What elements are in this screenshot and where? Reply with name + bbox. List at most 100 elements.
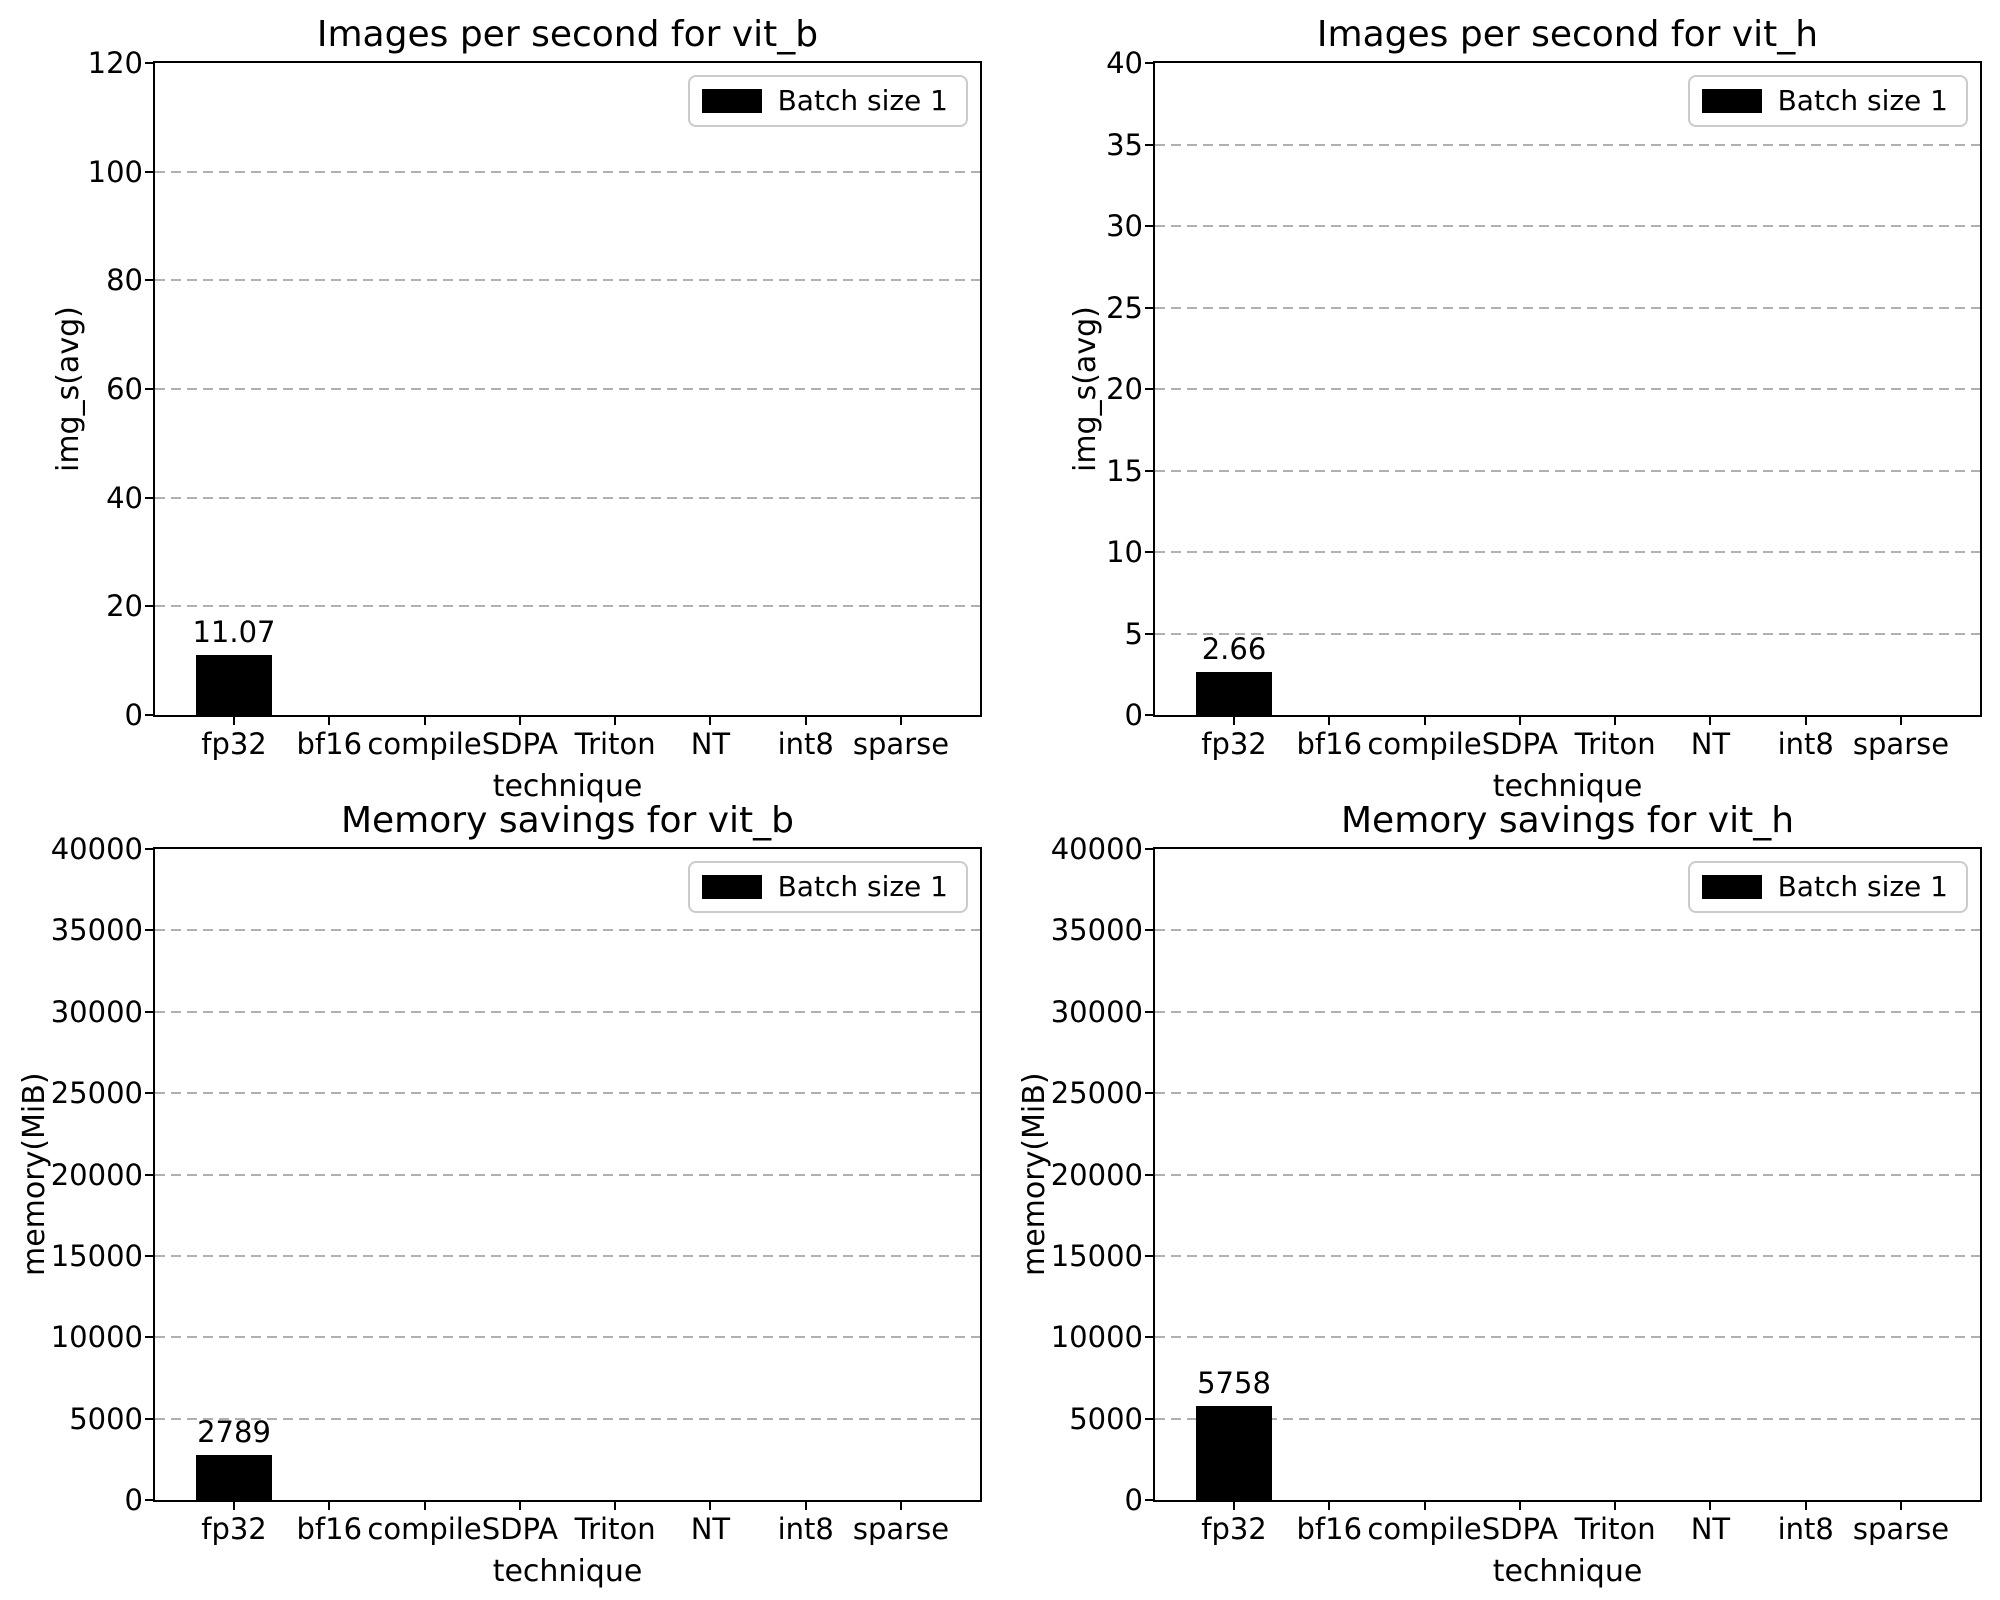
y-tick-100 (145, 170, 155, 173)
y-tick-35000 (1145, 929, 1155, 932)
y-tick-20000 (145, 1173, 155, 1176)
plot-area: 5758 Batch size 1 (1153, 847, 1982, 1502)
x-tick-Triton (614, 715, 617, 725)
y-tick-label-15000: 15000 (50, 1238, 143, 1273)
y-tick-30000 (145, 1010, 155, 1013)
y-tick-label-5: 5 (1124, 616, 1143, 651)
y-tick-5000 (145, 1417, 155, 1420)
x-tick-label-SDPA: SDPA (481, 1512, 558, 1546)
y-tick-25000 (145, 1092, 155, 1095)
y-tick-35000 (145, 929, 155, 932)
x-tick-compile (423, 1500, 426, 1510)
y-tick-120 (145, 62, 155, 64)
bar-fp32 (196, 654, 272, 715)
x-tick-bf16 (1328, 1500, 1331, 1510)
y-tick-label-5000: 5000 (69, 1401, 143, 1436)
x-tick-label-fp32: fp32 (201, 1512, 267, 1546)
bar-value-label: 11.07 (192, 614, 276, 649)
gridline-y5000 (1155, 1417, 1980, 1420)
x-tick-label-SDPA: SDPA (1481, 727, 1558, 761)
y-tick-5000 (1145, 1417, 1155, 1420)
x-tick-Triton (1614, 1500, 1617, 1510)
y-tick-15 (1145, 469, 1155, 472)
chart-title: Memory savings for vit_b (340, 800, 795, 841)
y-tick-label-25000: 25000 (1050, 1076, 1143, 1111)
x-tick-label-NT: NT (1690, 727, 1731, 761)
y-tick-label-80: 80 (106, 263, 143, 298)
y-tick-label-0: 0 (124, 698, 143, 732)
gridline-y10000 (1155, 1336, 1980, 1339)
x-tick-bf16 (328, 715, 331, 725)
gridline-y20000 (155, 1173, 980, 1176)
gridline-y25000 (155, 1092, 980, 1095)
x-tick-label-bf16: bf16 (296, 1512, 363, 1546)
chart-memory-savings-vit_b: Memory savings for vit_b 2789 Batch size 1… (0, 800, 1000, 1600)
y-tick-20 (145, 605, 155, 608)
y-tick-label-0: 0 (1124, 698, 1143, 732)
gridline-y80 (155, 279, 980, 282)
y-tick-label-0: 0 (1124, 1483, 1143, 1517)
x-tick-fp32 (1233, 1500, 1235, 1510)
x-tick-int8 (804, 715, 807, 725)
x-tick-label-compile: compile (1367, 727, 1482, 761)
y-tick-label-20: 20 (106, 589, 143, 624)
y-tick-label-40000: 40000 (50, 832, 143, 866)
x-tick-SDPA (1518, 1500, 1521, 1510)
gridline-y40 (155, 496, 980, 499)
y-tick-label-100: 100 (87, 154, 143, 189)
x-tick-label-sparse: sparse (852, 1512, 950, 1546)
x-tick-sparse (1900, 715, 1902, 725)
legend-swatch (701, 875, 762, 899)
gridline-y100 (155, 170, 980, 173)
x-axis-label: technique (1492, 769, 1643, 804)
y-tick-label-40: 40 (106, 480, 143, 515)
y-tick-label-30: 30 (1106, 209, 1143, 243)
y-tick-10000 (145, 1336, 155, 1339)
gridline-y30 (1155, 225, 1980, 227)
x-tick-compile (1423, 1500, 1426, 1510)
x-tick-Triton (614, 1500, 617, 1510)
y-tick-label-10: 10 (1106, 535, 1143, 569)
y-tick-label-15000: 15000 (1050, 1238, 1143, 1273)
y-axis-label: img_s(avg) (1068, 306, 1103, 472)
y-tick-10000 (1145, 1336, 1155, 1339)
chart-title: Images per second for vit_b (316, 14, 819, 55)
x-tick-label-bf16: bf16 (1296, 727, 1363, 761)
x-tick-label-Triton: Triton (574, 1512, 656, 1546)
x-tick-label-int8: int8 (777, 727, 834, 761)
legend-label: Batch size 1 (777, 84, 948, 117)
y-tick-label-30000: 30000 (1050, 994, 1143, 1029)
x-tick-label-NT: NT (690, 1512, 731, 1546)
x-tick-label-SDPA: SDPA (481, 727, 558, 761)
gridline-y60 (155, 388, 980, 390)
y-tick-20000 (1145, 1173, 1155, 1176)
x-tick-int8 (804, 1500, 807, 1510)
chart-title: Images per second for vit_h (1316, 14, 1819, 55)
bar-fp32 (1196, 671, 1272, 715)
x-axis-label: technique (492, 1554, 643, 1589)
y-tick-40000 (145, 848, 155, 850)
x-tick-fp32 (1233, 715, 1235, 725)
gridline-y30000 (1155, 1010, 1980, 1013)
y-tick-label-25: 25 (1106, 290, 1143, 325)
x-tick-Triton (1614, 715, 1617, 725)
plot-area: 2789 Batch size 1 (153, 847, 982, 1502)
bar-fp32 (1196, 1406, 1272, 1500)
y-tick-label-10000: 10000 (1050, 1320, 1143, 1355)
x-tick-bf16 (1328, 715, 1331, 725)
chart-images-per-second-vit_h: Images per second for vit_h 2.66 Batch siz… (1000, 0, 2000, 804)
y-tick-label-5000: 5000 (1069, 1401, 1143, 1436)
legend: Batch size 1 (687, 75, 968, 127)
y-tick-label-40000: 40000 (1050, 832, 1143, 866)
legend: Batch size 1 (1687, 75, 1968, 127)
legend-label: Batch size 1 (1777, 870, 1948, 903)
y-tick-40 (1145, 62, 1155, 64)
bar-fp32 (196, 1454, 272, 1500)
x-tick-bf16 (328, 1500, 331, 1510)
x-tick-label-int8: int8 (1777, 727, 1834, 761)
x-tick-label-SDPA: SDPA (1481, 1512, 1558, 1546)
gridline-y15 (1155, 469, 1980, 472)
x-tick-label-fp32: fp32 (201, 727, 267, 761)
y-tick-15000 (1145, 1254, 1155, 1257)
